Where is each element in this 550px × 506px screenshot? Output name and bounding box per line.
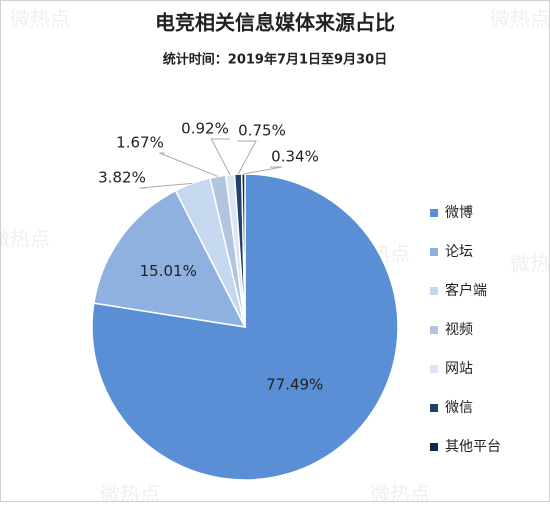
pie-slice: [93, 189, 247, 328]
data-label: 77.49%: [266, 376, 323, 394]
legend-label: 客户端: [445, 282, 487, 299]
legend-swatch: [430, 287, 438, 295]
data-label: 15.01%: [140, 262, 197, 280]
legend-label: 微博: [445, 204, 473, 221]
legend-label: 网站: [445, 361, 473, 377]
legend-swatch: [430, 248, 438, 256]
legend-swatch: [430, 443, 438, 451]
data-label: 1.67%: [116, 134, 164, 152]
leader-line: [237, 140, 257, 175]
data-label: 0.92%: [181, 120, 229, 138]
watermark: 微热点: [0, 227, 50, 251]
legend-swatch: [430, 404, 438, 412]
watermark: 微热点: [10, 7, 70, 31]
legend-swatch: [430, 365, 438, 373]
chart-title: 电竞相关信息媒体来源占比: [155, 11, 395, 35]
legend-label: 其他平台: [445, 439, 501, 455]
data-label: 0.75%: [238, 122, 286, 140]
chart-subtitle: 统计时间：2019年7月1日至9月30日: [163, 52, 387, 68]
watermark: 微热点: [370, 482, 430, 503]
leader-line: [243, 166, 283, 175]
leader-line: [139, 182, 193, 189]
data-label: 0.34%: [271, 148, 319, 166]
legend-swatch: [430, 326, 438, 334]
legend-label: 微信: [445, 400, 473, 416]
data-label: 3.82%: [98, 169, 146, 187]
leader-line: [159, 152, 218, 177]
watermark: 微热点: [490, 7, 550, 31]
legend-swatch: [430, 209, 438, 217]
legend-label: 论坛: [445, 244, 473, 260]
watermark: 微热点: [100, 482, 160, 503]
legend-label: 视频: [445, 322, 473, 338]
leader-line: [210, 138, 231, 175]
watermark: 微热点: [510, 252, 550, 276]
